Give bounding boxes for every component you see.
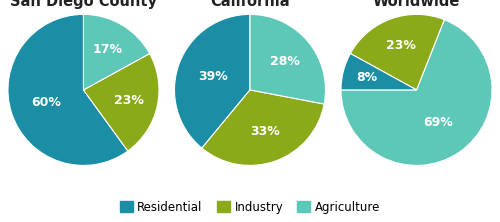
Text: 23%: 23%	[114, 94, 144, 107]
Text: 60%: 60%	[31, 95, 61, 109]
Text: 33%: 33%	[250, 125, 280, 138]
Wedge shape	[350, 14, 444, 90]
Wedge shape	[341, 54, 416, 90]
Wedge shape	[174, 14, 250, 148]
Wedge shape	[341, 20, 492, 165]
Title: Worldwide: Worldwide	[373, 0, 460, 10]
Text: 69%: 69%	[424, 116, 454, 129]
Text: 23%: 23%	[386, 39, 416, 52]
Legend: Residential, Industry, Agriculture: Residential, Industry, Agriculture	[117, 198, 383, 216]
Wedge shape	[84, 14, 150, 90]
Text: 17%: 17%	[92, 43, 122, 56]
Text: 8%: 8%	[356, 71, 378, 84]
Text: 39%: 39%	[198, 70, 228, 83]
Wedge shape	[202, 90, 324, 165]
Wedge shape	[84, 54, 159, 151]
Text: 28%: 28%	[270, 55, 300, 67]
Wedge shape	[250, 14, 326, 104]
Title: San Diego County: San Diego County	[10, 0, 157, 10]
Wedge shape	[8, 14, 128, 165]
Title: California: California	[210, 0, 290, 10]
